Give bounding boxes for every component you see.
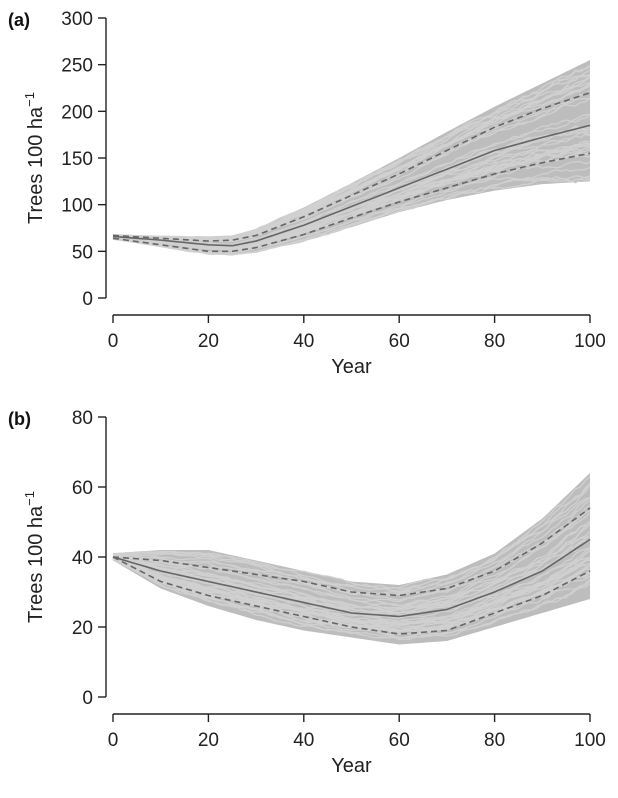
y-tick-label: 60	[72, 478, 93, 499]
x-tick-label: 40	[293, 730, 314, 751]
x-tick-label: 80	[484, 331, 505, 352]
y-axis-title: Trees 100 ha−1	[22, 92, 47, 224]
y-axis-title-text: Trees 100 ha	[25, 505, 47, 623]
y-tick-label: 0	[82, 688, 93, 709]
y-tick-label: 200	[61, 102, 93, 123]
simulation-line	[112, 550, 591, 625]
panel-label: (a)	[8, 10, 30, 30]
y-axis-title-exponent: −1	[22, 92, 37, 107]
y-tick-label: 100	[61, 196, 93, 217]
y-tick-label: 0	[82, 289, 93, 310]
upper-ci-line	[112, 507, 591, 597]
simulation-line	[112, 530, 591, 614]
simulation-line	[112, 113, 591, 246]
simulation-line	[112, 131, 591, 248]
simulation-line	[112, 558, 591, 635]
y-tick-label: 250	[61, 56, 93, 77]
x-tick-label: 0	[108, 730, 119, 751]
x-tick-label: 60	[389, 730, 410, 751]
x-tick-label: 0	[108, 331, 119, 352]
simulation-line	[112, 500, 591, 601]
simulation-line	[112, 558, 591, 633]
y-tick-label: 80	[72, 408, 93, 429]
lower-ci-line	[112, 556, 591, 635]
y-tick-label: 150	[61, 149, 93, 170]
y-tick-label: 50	[72, 242, 93, 263]
mean-line	[112, 538, 591, 618]
y-axis-title: Trees 100 ha−1	[22, 491, 47, 623]
y-axis-title-text: Trees 100 ha	[25, 106, 47, 224]
panel-label: (b)	[8, 409, 31, 429]
x-tick-label: 20	[198, 331, 219, 352]
simulation-line	[112, 547, 591, 622]
x-axis-title: Year	[331, 356, 372, 378]
x-tick-label: 20	[198, 730, 219, 751]
x-tick-label: 40	[293, 331, 314, 352]
simulation-line	[112, 557, 591, 629]
simulation-line	[112, 114, 591, 246]
x-tick-label: 100	[574, 331, 606, 352]
simulation-line	[112, 482, 591, 590]
chart-panel-a: 0 50 100 150 200 250 300 0 20 40 60 80 100 Year Trees …	[8, 9, 606, 378]
simulation-line	[112, 176, 591, 255]
y-tick-label: 300	[61, 9, 93, 30]
upper-ci-line	[112, 91, 591, 242]
y-tick-label: 40	[72, 548, 93, 569]
x-tick-label: 100	[574, 730, 606, 751]
y-axis-title-exponent: −1	[22, 491, 37, 506]
simulation-line	[112, 97, 591, 243]
simulation-line	[112, 559, 591, 639]
simulation-line	[112, 476, 591, 589]
x-tick-label: 60	[389, 331, 410, 352]
simulation-line	[112, 520, 591, 610]
simulation-line	[112, 141, 591, 249]
lower-ci-line	[112, 152, 591, 253]
x-axis-title: Year	[331, 755, 372, 777]
chart-panel-b: 0 20 40 60 80 0 20 40 60 80 100 Year Trees 100 ha−1 (…	[8, 408, 606, 777]
x-tick-label: 80	[484, 730, 505, 751]
simulation-line	[112, 64, 591, 239]
mean-line	[112, 124, 591, 247]
simulation-line	[112, 523, 591, 612]
simulation-line	[112, 559, 591, 641]
y-tick-label: 20	[72, 618, 93, 639]
